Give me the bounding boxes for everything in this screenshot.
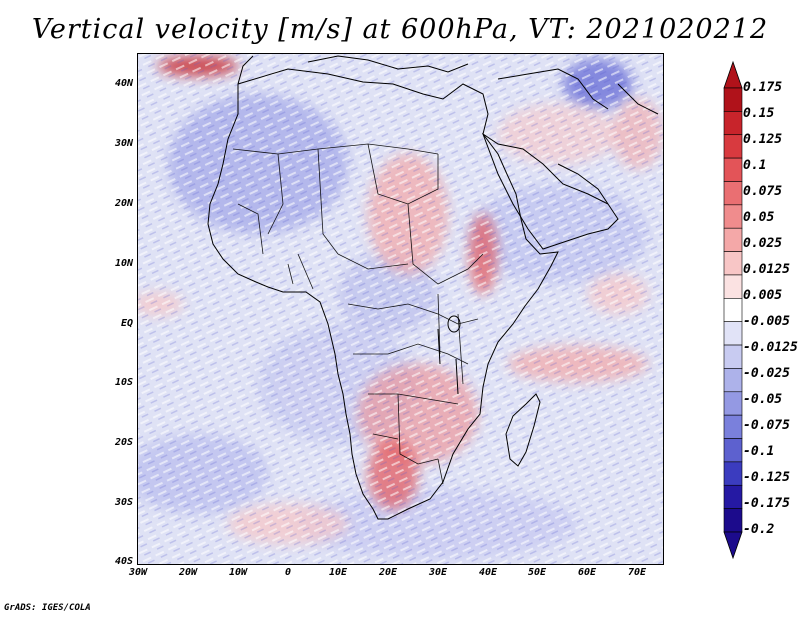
colorbar-swatch <box>723 414 743 439</box>
lon-label-10w: 10W <box>228 567 248 578</box>
lat-label-10n: 10N <box>114 258 133 269</box>
coastlines <box>207 55 659 520</box>
colorbar-swatch <box>723 484 743 509</box>
colorbar-swatch <box>723 508 743 533</box>
country-borders <box>232 143 484 485</box>
colorbar-swatch <box>723 368 743 393</box>
lat-label-40n: 40N <box>114 78 133 89</box>
colorbar-swatch <box>723 274 743 299</box>
colorbar-label-neg-0.2: -0.2 <box>743 522 775 537</box>
lon-label-60e: 60E <box>577 567 597 578</box>
lon-label-50e: 50E <box>527 567 547 578</box>
lon-label-10e: 10E <box>328 567 348 578</box>
colorbar-label-neg-0.05: -0.05 <box>743 392 783 407</box>
persian-gulf <box>557 163 609 205</box>
colorbar-label-0.0125: 0.0125 <box>743 262 790 277</box>
velocity-map <box>137 53 664 565</box>
velocity-field <box>138 54 663 564</box>
lat-label-20s: 20S <box>114 437 133 448</box>
footer-credit: GrADS: IGES/COLA <box>4 603 91 613</box>
colorbar-label-0.125: 0.125 <box>743 132 783 147</box>
lat-label-10s: 10S <box>114 377 133 388</box>
colorbar-swatch <box>723 461 743 486</box>
lon-label-30e: 30E <box>428 567 448 578</box>
colorbar-swatch <box>723 111 743 136</box>
colorbar-label-neg-0.175: -0.175 <box>743 496 790 511</box>
lon-label-30w: 30W <box>128 567 148 578</box>
arabia-coastline <box>481 132 619 250</box>
colorbar-swatch <box>723 344 743 369</box>
colorbar-swatch <box>723 391 743 416</box>
colorbar-label-0.175: 0.175 <box>743 80 783 95</box>
colorbar-label-0.1: 0.1 <box>743 158 767 173</box>
colorbar-label-neg-0.0125: -0.0125 <box>743 340 798 355</box>
colorbar-swatch <box>723 227 743 252</box>
lon-label-20e: 20E <box>378 567 398 578</box>
colorbar-swatch <box>723 87 743 112</box>
colorbar-swatch <box>723 438 743 463</box>
lon-label-20w: 20W <box>178 567 198 578</box>
map-title: Vertical velocity [m/s] at 600hPa, VT: 2… <box>31 14 769 45</box>
europe-coastline <box>237 55 659 115</box>
colorbar-label-0.075: 0.075 <box>743 184 783 199</box>
colorbar-label-0.05: 0.05 <box>743 210 775 225</box>
colorbar-swatch <box>723 134 743 159</box>
lon-label-0: 0 <box>284 567 292 578</box>
colorbar <box>723 60 743 560</box>
lat-label-30n: 30N <box>114 138 133 149</box>
colorbar-swatch <box>723 298 743 322</box>
lon-label-40e: 40E <box>478 567 498 578</box>
colorbar-label-neg-0.005: -0.005 <box>743 314 790 329</box>
colorbar-label-0.005: 0.005 <box>743 288 783 303</box>
lat-label-40s: 40S <box>114 556 133 567</box>
colorbar-label-neg-0.075: -0.075 <box>743 418 790 433</box>
lat-label-20n: 20N <box>114 198 133 209</box>
colorbar-swatch <box>723 181 743 206</box>
madagascar-coastline <box>505 393 541 467</box>
colorbar-swatch <box>723 157 743 182</box>
colorbar-swatch <box>723 204 743 229</box>
colorbar-label-0.15: 0.15 <box>743 106 775 121</box>
colorbar-label-0.025: 0.025 <box>743 236 783 251</box>
colorbar-label-neg-0.025: -0.025 <box>743 366 790 381</box>
africa-coastline <box>207 68 559 520</box>
lakes <box>437 315 461 395</box>
lat-label-30s: 30S <box>114 497 133 508</box>
colorbar-label-neg-0.1: -0.1 <box>743 444 775 459</box>
lat-label-eq: EQ <box>120 318 133 329</box>
colorbar-bottom-arrow <box>723 531 743 560</box>
field-texture <box>138 54 663 564</box>
colorbar-top-arrow <box>723 60 743 89</box>
colorbar-swatch <box>723 251 743 276</box>
colorbar-label-neg-0.125: -0.125 <box>743 470 790 485</box>
lon-label-70e: 70E <box>627 567 647 578</box>
colorbar-swatch <box>723 321 743 346</box>
